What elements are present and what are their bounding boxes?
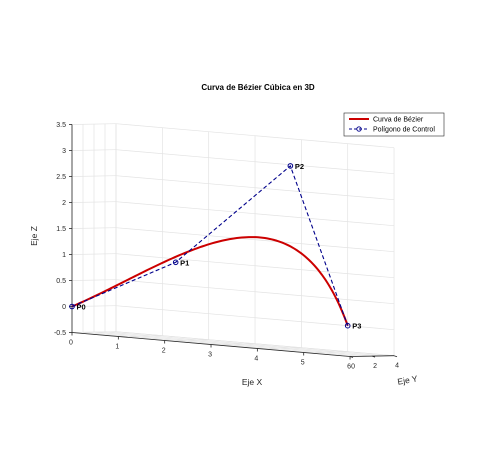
grid-line-side-z	[71, 227, 117, 229]
z-tick-label: 1	[62, 252, 66, 259]
chart-title: Curva de Bézier Cúbica en 3D	[201, 83, 315, 92]
control-point-label: P0	[77, 303, 86, 312]
grid-line-side-z	[71, 123, 117, 125]
grid-line-floor-y	[104, 331, 384, 357]
x-axis-label: Eje X	[242, 377, 263, 387]
data-layer: P0 P1 P2 P3	[69, 162, 361, 331]
axis-layer	[69, 124, 398, 360]
z-tick-label: 2.5	[56, 174, 66, 181]
control-polygon	[71, 164, 349, 326]
grid-line-back-z	[115, 253, 395, 279]
z-tick-label: 0	[62, 304, 66, 311]
grid-line-side-z	[71, 279, 117, 281]
control-point-label: P3	[352, 322, 361, 331]
z-tick-label: 3	[62, 148, 66, 155]
legend-bezier-label: Curva de Bézier	[373, 117, 424, 124]
z-tick-label: 1.5	[56, 226, 66, 233]
bezier-curve	[71, 236, 349, 327]
control-point-marker	[69, 303, 75, 310]
y-tick-label: 0	[351, 364, 355, 371]
grid-line-back-z	[115, 201, 395, 227]
control-point-marker	[172, 259, 179, 266]
x-tick-label: 3	[208, 352, 212, 359]
x-tick-label: 6	[347, 364, 351, 371]
x-tick-label: 4	[254, 356, 258, 363]
y-tick-mark	[349, 356, 354, 358]
x-tick-label: 1	[115, 344, 119, 351]
grid-line-back-z	[115, 175, 395, 201]
control-point-marker	[344, 322, 351, 329]
grid-line-side-z	[71, 201, 117, 203]
y-tick-label: 2	[373, 363, 377, 370]
grid-line-back-z	[115, 149, 395, 175]
control-point-marker	[287, 163, 294, 169]
z-tick-label: 3.5	[56, 122, 66, 129]
legend: Curva de Bézier Polígono de Control	[343, 112, 445, 137]
grid-line-side-z	[71, 253, 117, 255]
grid-line-floor-y	[115, 331, 395, 357]
grid-line-floor-y	[82, 331, 362, 357]
z-axis-label: Eje Z	[29, 226, 39, 246]
grid-line-floor-y	[93, 331, 373, 357]
legend-polygon-label: Polígono de Control	[373, 127, 435, 134]
x-tick-label: 0	[69, 340, 73, 347]
x-tick-label: 5	[301, 360, 305, 367]
grid-line-back-z	[115, 279, 395, 305]
y-tick-label: 4	[395, 363, 399, 370]
legend-polygon-marker	[356, 126, 362, 132]
z-tick-label: 2	[62, 200, 66, 207]
grid-line-back-z	[115, 227, 395, 253]
grid-line-side-z	[71, 149, 117, 151]
y-axis-label: Eje Y	[397, 373, 419, 386]
grid-line-side-z	[71, 305, 117, 307]
z-tick-label: 0.5	[56, 278, 66, 285]
y-tick-mark	[371, 355, 376, 358]
y-tick-mark	[393, 355, 398, 358]
grid-line-side-z	[71, 175, 117, 177]
x-tick-label: 2	[162, 348, 166, 355]
control-point-label: P2	[295, 162, 304, 171]
z-tick-label: -0.5	[54, 330, 66, 337]
grid-line-back-z	[115, 123, 395, 149]
control-point-label: P1	[180, 258, 189, 267]
